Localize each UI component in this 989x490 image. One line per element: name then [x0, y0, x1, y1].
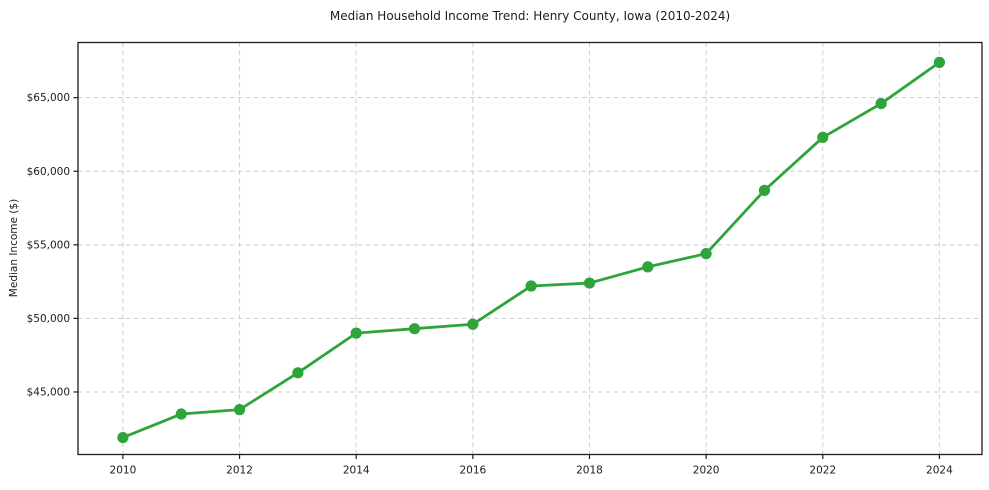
- data-point-marker: [292, 367, 304, 379]
- plot-border: [77, 41, 983, 456]
- data-point-marker: [350, 327, 362, 339]
- income-trend-line: [121, 60, 941, 439]
- data-point-marker: [817, 131, 829, 144]
- data-point-marker: [525, 280, 537, 292]
- x-tick-label: 2010: [110, 465, 137, 477]
- chart-title: Median Household Income Trend: Henry Cou…: [329, 9, 731, 23]
- x-tick-label: 2012: [226, 465, 253, 477]
- data-point-marker: [175, 408, 187, 420]
- y-tick-label: $65,000: [27, 92, 70, 104]
- data-point-marker: [408, 323, 421, 335]
- y-tick-label: $45,000: [27, 386, 70, 398]
- data-point-marker: [642, 261, 654, 273]
- x-tick-label: 2018: [576, 465, 603, 477]
- x-tick-label: 2016: [459, 465, 486, 477]
- data-point-marker: [233, 404, 246, 416]
- y-tick-label: $60,000: [27, 166, 70, 178]
- x-tick-label: 2024: [926, 465, 953, 477]
- x-tick-label: 2020: [693, 465, 720, 477]
- data-point-marker: [467, 318, 479, 330]
- data-point-marker: [583, 277, 596, 289]
- data-point-marker: [875, 97, 887, 110]
- y-tick-label: $50,000: [27, 313, 70, 325]
- x-tick-label: 2022: [809, 465, 836, 477]
- x-tick-label: 2014: [343, 465, 370, 477]
- data-point-marker: [117, 431, 129, 444]
- data-point-marker: [933, 56, 946, 68]
- data-point-marker: [758, 184, 771, 196]
- data-point-marker: [700, 248, 712, 260]
- y-tick-label: $55,000: [27, 239, 70, 251]
